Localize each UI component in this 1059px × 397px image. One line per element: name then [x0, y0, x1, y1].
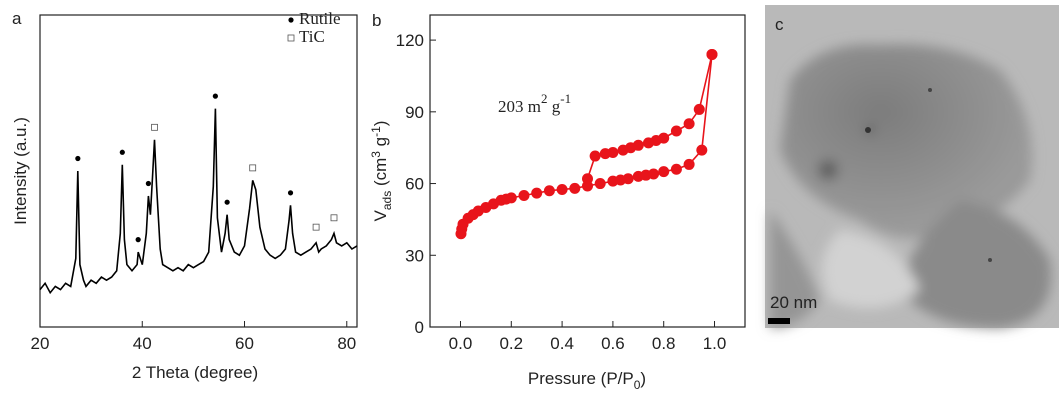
- legend-marker: [288, 17, 294, 23]
- peak-marker: [224, 199, 230, 205]
- isotherm-point: [617, 144, 629, 156]
- label-part: 0: [634, 378, 641, 392]
- label-part: g: [371, 137, 390, 151]
- y-axis-label: Intensity (a.u.): [11, 117, 30, 225]
- isotherm-point: [642, 137, 654, 149]
- label-part: V: [371, 209, 390, 221]
- peak-marker: [145, 180, 151, 187]
- peak-marker: [212, 93, 218, 99]
- isotherm-point: [648, 168, 660, 180]
- peak-marker: [249, 164, 257, 172]
- y-tick-label: 60: [405, 175, 424, 194]
- x-tick-label: 0.0: [449, 334, 473, 353]
- xrd-line: [39, 108, 358, 295]
- x-tick-label: 60: [235, 334, 254, 353]
- label-part: Pressure (P/P: [528, 369, 634, 388]
- isotherm-point: [670, 163, 682, 175]
- isotherm-point: [658, 166, 670, 178]
- annotation-part: 2: [541, 91, 548, 106]
- isotherm-point: [594, 178, 606, 190]
- peak-marker: [75, 155, 81, 162]
- isotherm-point: [670, 125, 682, 137]
- y-tick-label: 90: [405, 103, 424, 122]
- isotherm-point: [683, 118, 695, 130]
- x-tick-label: 40: [133, 334, 152, 353]
- x-axis-label: Pressure (P/P0): [528, 369, 646, 392]
- annotation: 203 m2 g-1: [498, 91, 571, 116]
- isotherm-point: [693, 103, 705, 115]
- peak-marker: [330, 214, 338, 222]
- legend-marker: [287, 34, 295, 42]
- x-tick-label: 1.0: [703, 334, 727, 353]
- panel-label: a: [12, 9, 22, 28]
- isotherm-point: [556, 184, 568, 196]
- x-tick-label: 0.8: [652, 334, 676, 353]
- isotherm-point: [622, 173, 634, 185]
- isotherm-point: [505, 192, 517, 204]
- annotation-part: g: [547, 97, 560, 116]
- isotherm-point: [531, 187, 543, 199]
- peak-marker: [312, 223, 320, 231]
- isotherm-line: [460, 54, 713, 234]
- panel-label: c: [775, 15, 784, 34]
- peak-marker: [151, 123, 158, 131]
- isotherm-point: [582, 173, 593, 185]
- legend-label: Rutile: [299, 9, 341, 28]
- y-tick-label: 30: [405, 246, 424, 265]
- isotherm-point: [589, 150, 601, 162]
- y-axis-label: Vads (cm3 g-1): [369, 121, 394, 222]
- isotherm-point: [543, 185, 555, 197]
- isotherm-point: [518, 190, 530, 202]
- annotation-part: -1: [560, 91, 571, 106]
- plot-frame: [39, 14, 358, 328]
- y-tick-label: 120: [396, 31, 424, 50]
- isotherm-point: [696, 144, 708, 156]
- plot-frame: [429, 14, 746, 328]
- peak-marker: [287, 190, 294, 196]
- legend-label: TiC: [299, 27, 325, 46]
- isotherm-point: [599, 148, 611, 160]
- annotation-part: 203 m: [498, 97, 541, 116]
- label-part: ): [371, 121, 390, 127]
- label-part: (cm: [371, 158, 390, 191]
- x-tick-label: 0.2: [499, 334, 523, 353]
- label-part: ads: [380, 191, 394, 210]
- isotherm-point: [683, 158, 695, 170]
- y-tick-label: 0: [415, 318, 424, 337]
- isotherm-point: [706, 48, 718, 60]
- x-axis-label: 2 Theta (degree): [132, 363, 258, 382]
- label-part: -1: [369, 126, 383, 137]
- x-tick-label: 80: [337, 334, 356, 353]
- peak-marker: [119, 149, 125, 155]
- x-tick-label: 20: [31, 334, 50, 353]
- tem-image: [765, 5, 1059, 328]
- peak-marker: [135, 237, 141, 243]
- label-part: 3: [369, 151, 383, 158]
- x-tick-label: 0.6: [601, 334, 625, 353]
- scale-bar-label: 20 nm: [770, 293, 817, 312]
- isotherm-point: [569, 182, 581, 194]
- panel-label: b: [372, 11, 381, 30]
- x-tick-label: 0.4: [550, 334, 574, 353]
- label-part: ): [640, 369, 646, 388]
